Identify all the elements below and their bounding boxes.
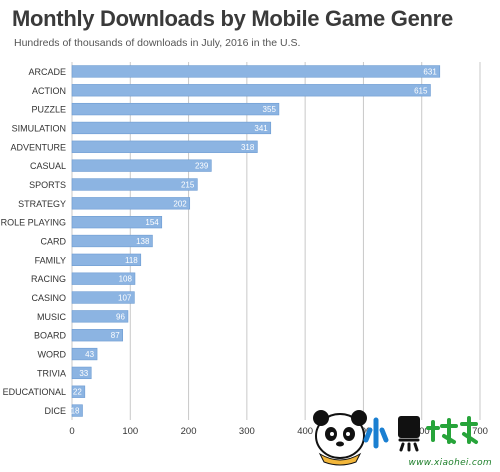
bar bbox=[71, 159, 212, 172]
category-label: CASINO bbox=[31, 293, 66, 303]
data-label: 43 bbox=[85, 350, 94, 359]
data-label: 87 bbox=[111, 331, 120, 340]
data-label: 107 bbox=[118, 294, 132, 303]
data-label: 615 bbox=[414, 86, 428, 95]
x-tick-label: 200 bbox=[181, 426, 197, 437]
data-label: 138 bbox=[136, 237, 150, 246]
bar bbox=[71, 234, 153, 248]
category-label: WORD bbox=[38, 350, 67, 360]
chart-title: Monthly Downloads by Mobile Game Genre bbox=[12, 6, 453, 31]
category-label: CASUAL bbox=[30, 161, 66, 171]
category-labels: ARCADE ACTION PUZZLE SIMULATION ADVENTURE CAS… bbox=[1, 67, 67, 416]
category-label: EDUCATIONAL bbox=[3, 387, 66, 397]
bar bbox=[71, 291, 135, 304]
data-label: 202 bbox=[173, 199, 187, 208]
data-label: 154 bbox=[145, 218, 159, 227]
bar bbox=[71, 272, 136, 285]
x-tick-label: 100 bbox=[122, 426, 138, 437]
data-label: 318 bbox=[241, 143, 255, 152]
bar bbox=[71, 84, 431, 97]
bar bbox=[71, 178, 198, 191]
data-label: 96 bbox=[116, 312, 125, 321]
category-label: RACING bbox=[31, 274, 66, 284]
data-label: 118 bbox=[125, 256, 138, 265]
category-label: ARCADE bbox=[28, 67, 66, 77]
category-label: ROLE PLAYING bbox=[1, 218, 66, 228]
bar bbox=[71, 140, 258, 153]
category-label: ADVENTURE bbox=[10, 142, 66, 152]
category-label: SPORTS bbox=[29, 180, 66, 190]
bar bbox=[71, 65, 441, 78]
data-label: 22 bbox=[73, 388, 82, 397]
x-tick-label: 400 bbox=[297, 426, 313, 437]
bar bbox=[71, 310, 129, 323]
data-label: 239 bbox=[195, 162, 209, 171]
data-label: 355 bbox=[263, 105, 277, 114]
chart-subtitle: Hundreds of thousands of downloads in Ju… bbox=[14, 37, 301, 49]
data-label: 33 bbox=[79, 369, 88, 378]
data-label: 215 bbox=[181, 180, 195, 189]
bar bbox=[71, 197, 191, 210]
bar bbox=[71, 366, 92, 380]
data-label: 631 bbox=[423, 67, 437, 76]
category-label: DICE bbox=[44, 406, 66, 416]
x-tick-label: 600 bbox=[414, 426, 430, 437]
bar bbox=[71, 253, 142, 266]
category-label: STRATEGY bbox=[18, 199, 66, 209]
category-label: MUSIC bbox=[37, 312, 67, 322]
bar bbox=[71, 102, 280, 116]
watermark-url: www.xiaohei.com bbox=[408, 458, 492, 468]
category-label: SIMULATION bbox=[12, 123, 66, 133]
bar bbox=[71, 404, 83, 417]
category-label: CARD bbox=[40, 237, 66, 247]
bar bbox=[71, 347, 98, 361]
bar bbox=[71, 329, 124, 342]
x-tick-label: 0 bbox=[69, 426, 74, 437]
x-tick-label: 700 bbox=[472, 426, 488, 437]
category-label: ACTION bbox=[32, 86, 66, 96]
x-tick-label: 300 bbox=[239, 426, 255, 437]
category-label: PUZZLE bbox=[31, 105, 66, 115]
category-label: FAMILY bbox=[35, 255, 66, 265]
data-label: 108 bbox=[119, 275, 133, 284]
data-label: 18 bbox=[71, 407, 80, 416]
data-label: 341 bbox=[254, 124, 268, 133]
bar bbox=[71, 385, 86, 398]
bar bbox=[71, 121, 272, 135]
category-label: TRIVIA bbox=[37, 368, 66, 378]
category-label: BOARD bbox=[34, 331, 67, 341]
bar bbox=[71, 216, 163, 229]
panda-mascot-icon bbox=[313, 410, 478, 466]
